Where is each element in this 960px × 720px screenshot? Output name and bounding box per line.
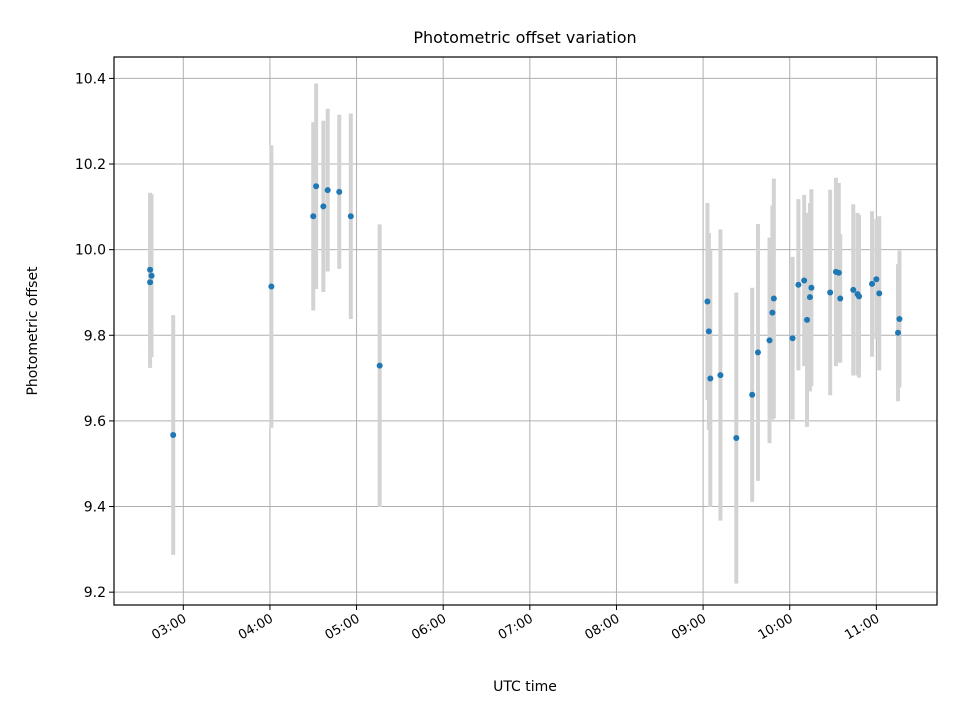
data-point xyxy=(895,329,902,336)
y-tick-label: 10.0 xyxy=(75,243,106,259)
axis-ticks: 03:00 04:00 05:00 06:00 07:00 08:00 09:00 10:00… xyxy=(75,71,883,643)
data-point xyxy=(707,375,714,382)
data-point xyxy=(804,316,811,323)
data-point xyxy=(268,283,275,290)
x-tick-label: 07:00 xyxy=(496,611,536,643)
data-point xyxy=(896,316,903,323)
x-tick-label: 04:00 xyxy=(236,611,276,643)
data-point xyxy=(147,266,154,273)
data-point xyxy=(876,290,883,297)
data-point xyxy=(769,309,776,316)
data-point xyxy=(795,281,802,288)
data-point xyxy=(147,279,154,286)
grid xyxy=(114,57,937,605)
data-point xyxy=(806,294,813,301)
x-tick-label: 11:00 xyxy=(842,611,882,643)
data-point xyxy=(837,295,844,302)
data-point xyxy=(313,183,320,190)
x-tick-label: 03:00 xyxy=(149,611,189,643)
data-point xyxy=(873,276,880,283)
x-tick-label: 05:00 xyxy=(323,611,363,643)
x-tick-label: 06:00 xyxy=(409,611,449,643)
data-point xyxy=(705,328,712,335)
x-tick-label: 09:00 xyxy=(669,611,709,643)
y-tick-label: 9.6 xyxy=(84,414,106,430)
x-tick-label: 08:00 xyxy=(583,611,623,643)
plot-frame xyxy=(113,56,938,606)
data-point xyxy=(749,391,756,398)
data-point xyxy=(789,335,796,342)
data-point xyxy=(336,188,343,195)
data-point xyxy=(869,280,876,287)
data-point xyxy=(754,349,761,356)
data-point xyxy=(376,362,383,369)
y-tick-label: 9.2 xyxy=(84,585,106,601)
x-tick-label: 10:00 xyxy=(756,611,796,643)
error-bars xyxy=(148,83,902,584)
data-point xyxy=(770,295,777,302)
data-point xyxy=(766,337,773,344)
data-points xyxy=(147,183,903,442)
data-point xyxy=(347,213,354,220)
y-axis-label: Photometric offset xyxy=(25,266,41,396)
data-point xyxy=(827,289,834,296)
chart-title: Photometric offset variation xyxy=(413,28,636,47)
y-tick-label: 10.2 xyxy=(75,157,106,173)
data-point xyxy=(717,372,724,379)
data-point xyxy=(835,269,842,276)
data-point xyxy=(148,272,155,279)
y-tick-label: 9.4 xyxy=(84,500,106,516)
data-point xyxy=(801,277,808,284)
y-tick-label: 10.4 xyxy=(75,71,106,87)
data-point xyxy=(733,435,740,442)
data-point xyxy=(310,213,317,220)
data-point xyxy=(170,432,177,439)
x-axis-label: UTC time xyxy=(493,679,557,695)
data-point xyxy=(856,293,863,300)
data-point xyxy=(704,298,711,305)
data-point xyxy=(324,187,331,194)
data-point xyxy=(320,203,327,210)
data-point xyxy=(808,284,815,291)
y-tick-label: 9.8 xyxy=(84,328,106,344)
data-point xyxy=(850,286,857,293)
